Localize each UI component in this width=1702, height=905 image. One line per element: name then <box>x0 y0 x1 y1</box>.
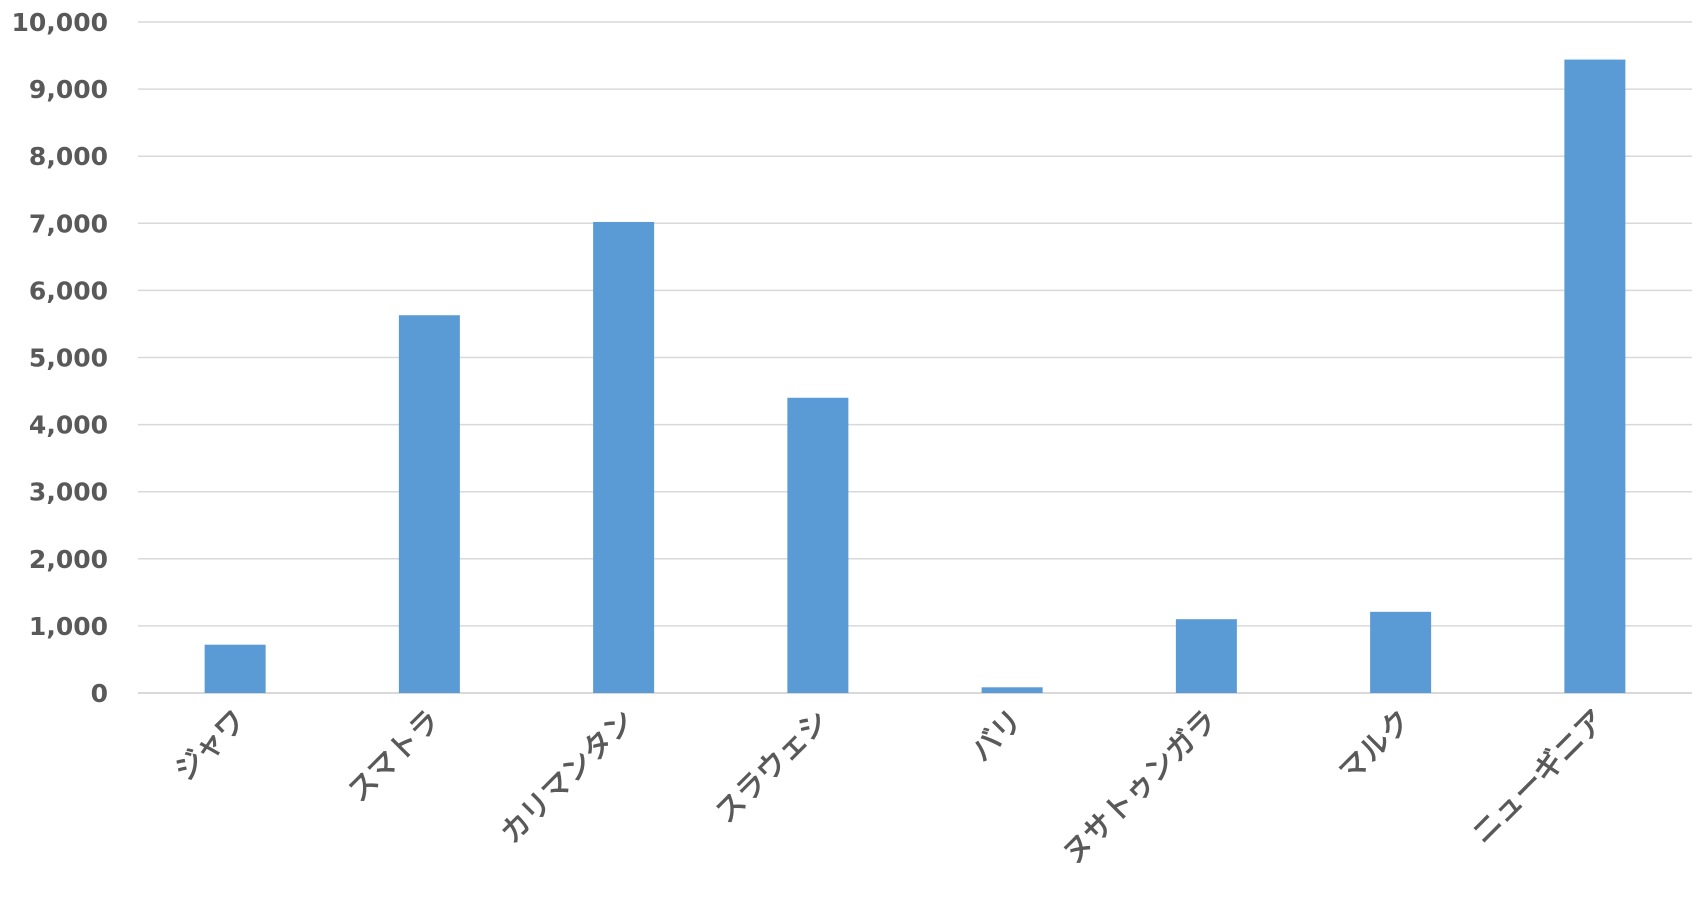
bar <box>1370 611 1432 693</box>
y-tick-label: 7,000 <box>29 209 108 238</box>
x-category-label: ジャワ <box>168 703 253 788</box>
x-category-label: ヌサトゥンガラ <box>1056 703 1224 871</box>
x-category-label: スマトラ <box>341 703 446 808</box>
gridlines <box>138 21 1692 694</box>
x-category-label: マルク <box>1332 703 1418 789</box>
bar <box>593 221 655 693</box>
y-tick-label: 0 <box>91 679 108 708</box>
y-tick-label: 9,000 <box>29 75 108 104</box>
x-axis: ジャワ スマトラ カリマンタン スラウェシ バリ ヌサトゥンガラ マルク ニューギニア <box>168 703 1612 871</box>
y-tick-label: 2,000 <box>29 545 108 574</box>
y-tick-label: 5,000 <box>29 344 108 373</box>
x-category-label: カリマンタン <box>493 703 640 850</box>
y-tick-label: 10,000 <box>12 8 108 37</box>
y-tick-label: 4,000 <box>29 411 108 440</box>
bar <box>787 397 849 693</box>
y-tick-label: 1,000 <box>29 612 108 641</box>
x-category-label: ニューギニア <box>1465 703 1612 850</box>
x-category-label: スラウェシ <box>708 703 835 830</box>
y-tick-label: 6,000 <box>29 276 108 305</box>
bars <box>204 59 1626 694</box>
bar <box>1175 619 1237 693</box>
y-tick-label: 3,000 <box>29 478 108 507</box>
y-axis: 0 1,000 2,000 3,000 4,000 5,000 6,000 7,000 8,00… <box>12 8 108 708</box>
bar <box>398 315 460 693</box>
bar <box>204 644 266 693</box>
bar <box>1564 59 1626 694</box>
y-tick-label: 8,000 <box>29 142 108 171</box>
bar <box>981 687 1043 693</box>
x-category-label: バリ <box>964 703 1029 768</box>
